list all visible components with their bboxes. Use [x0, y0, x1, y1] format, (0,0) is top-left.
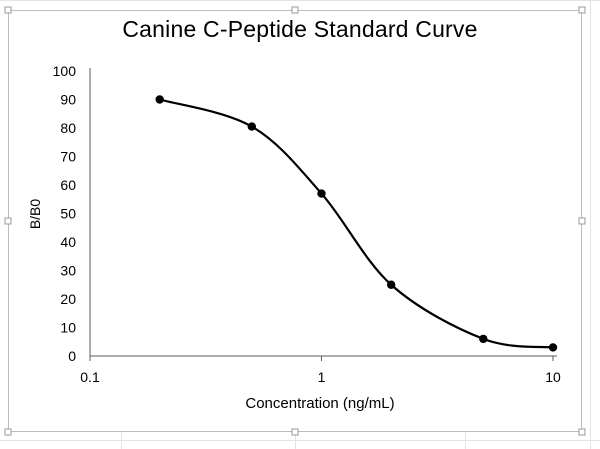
resize-handle[interactable]: [578, 6, 586, 14]
y-tick-label: 40: [60, 234, 76, 250]
data-point: [317, 189, 326, 198]
y-tick-label: 90: [60, 92, 76, 108]
x-axis-label: Concentration (ng/mL): [245, 395, 394, 412]
y-tick-label: 10: [60, 320, 76, 336]
x-tick-label: 1: [318, 369, 326, 385]
chart-title: Canine C-Peptide Standard Curve: [122, 16, 478, 42]
data-point: [247, 122, 257, 131]
resize-handle[interactable]: [4, 6, 12, 14]
resize-handle[interactable]: [4, 217, 12, 225]
resize-handle[interactable]: [578, 428, 586, 436]
data-point: [386, 280, 396, 289]
series-line: [159, 98, 554, 349]
resize-handle[interactable]: [578, 217, 586, 225]
y-tick-label: 50: [60, 206, 76, 222]
x-axis-ticks: 0.1 1 10: [80, 356, 561, 385]
data-series: [155, 95, 558, 352]
data-point: [548, 343, 558, 352]
data-point: [155, 95, 164, 104]
chart-resize-handles: [4, 6, 586, 436]
y-axis-ticks: 0 10 20 30 40 50 60 70 80 90 100: [53, 63, 77, 364]
resize-handle[interactable]: [4, 428, 12, 436]
x-tick-label: 0.1: [80, 369, 100, 385]
y-tick-label: 100: [53, 63, 77, 79]
y-axis-label: B/B0: [27, 199, 43, 230]
resize-handle[interactable]: [291, 428, 299, 436]
chart-axes: [89, 68, 557, 357]
y-tick-label: 60: [60, 177, 76, 193]
chart-area[interactable]: [8, 10, 582, 432]
resize-handle[interactable]: [291, 6, 299, 14]
y-tick-label: 0: [68, 348, 76, 364]
x-tick-label: 10: [545, 369, 561, 385]
y-tick-label: 20: [60, 291, 76, 307]
y-tick-label: 30: [60, 263, 76, 279]
data-point: [479, 334, 488, 344]
y-tick-label: 70: [60, 149, 76, 165]
y-tick-label: 80: [60, 120, 76, 136]
